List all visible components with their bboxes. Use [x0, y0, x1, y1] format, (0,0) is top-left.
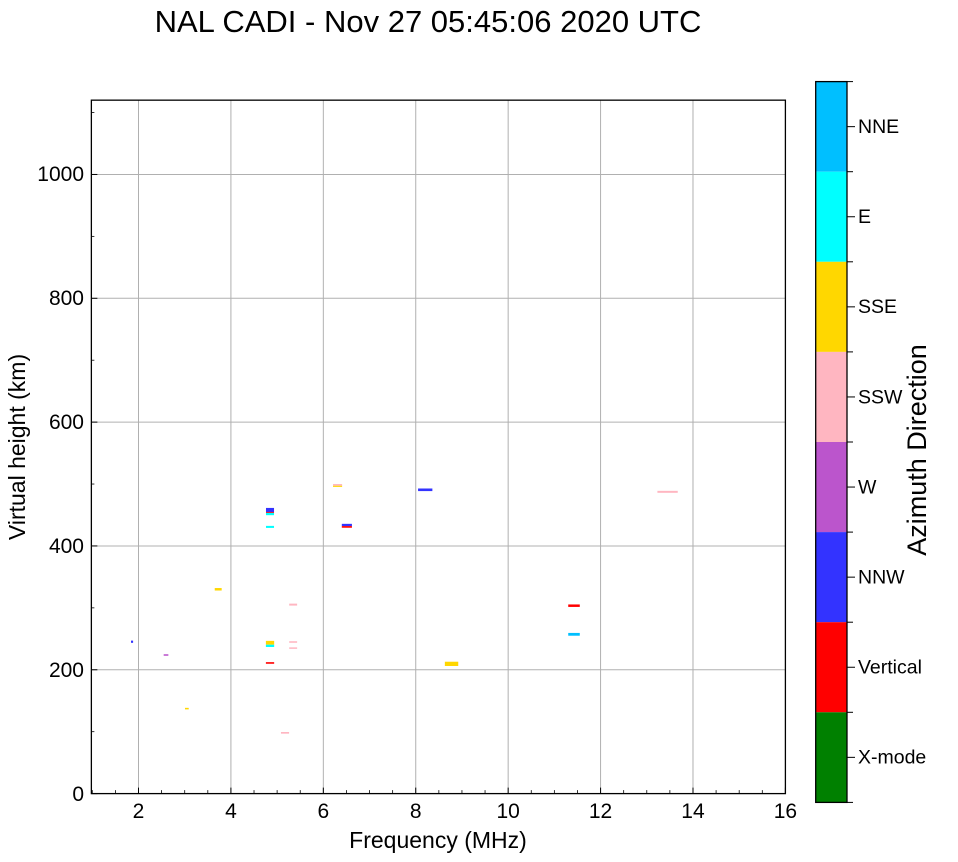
svg-text:0: 0 — [72, 783, 84, 806]
svg-text:E: E — [858, 206, 871, 228]
svg-text:W: W — [858, 476, 877, 498]
svg-text:16: 16 — [774, 800, 797, 823]
svg-text:SSW: SSW — [858, 386, 903, 408]
svg-text:12: 12 — [589, 800, 612, 823]
svg-text:Frequency (MHz): Frequency (MHz) — [349, 827, 527, 853]
svg-text:Azimuth Direction: Azimuth Direction — [902, 344, 932, 556]
svg-text:200: 200 — [49, 659, 84, 682]
svg-text:6: 6 — [317, 800, 329, 823]
svg-text:800: 800 — [49, 287, 84, 310]
svg-text:400: 400 — [49, 535, 84, 558]
svg-text:8: 8 — [410, 800, 422, 823]
svg-text:X-mode: X-mode — [858, 747, 926, 769]
svg-text:SSE: SSE — [858, 296, 897, 318]
svg-text:NNW: NNW — [858, 567, 905, 589]
svg-text:600: 600 — [49, 411, 84, 434]
svg-text:Virtual height (km): Virtual height (km) — [4, 354, 30, 540]
svg-text:4: 4 — [225, 800, 237, 823]
svg-text:1000: 1000 — [37, 163, 84, 186]
svg-text:NNE: NNE — [858, 116, 899, 138]
svg-text:Vertical: Vertical — [858, 657, 922, 679]
svg-text:10: 10 — [496, 800, 519, 823]
svg-text:14: 14 — [681, 800, 705, 823]
svg-text:2: 2 — [133, 800, 145, 823]
